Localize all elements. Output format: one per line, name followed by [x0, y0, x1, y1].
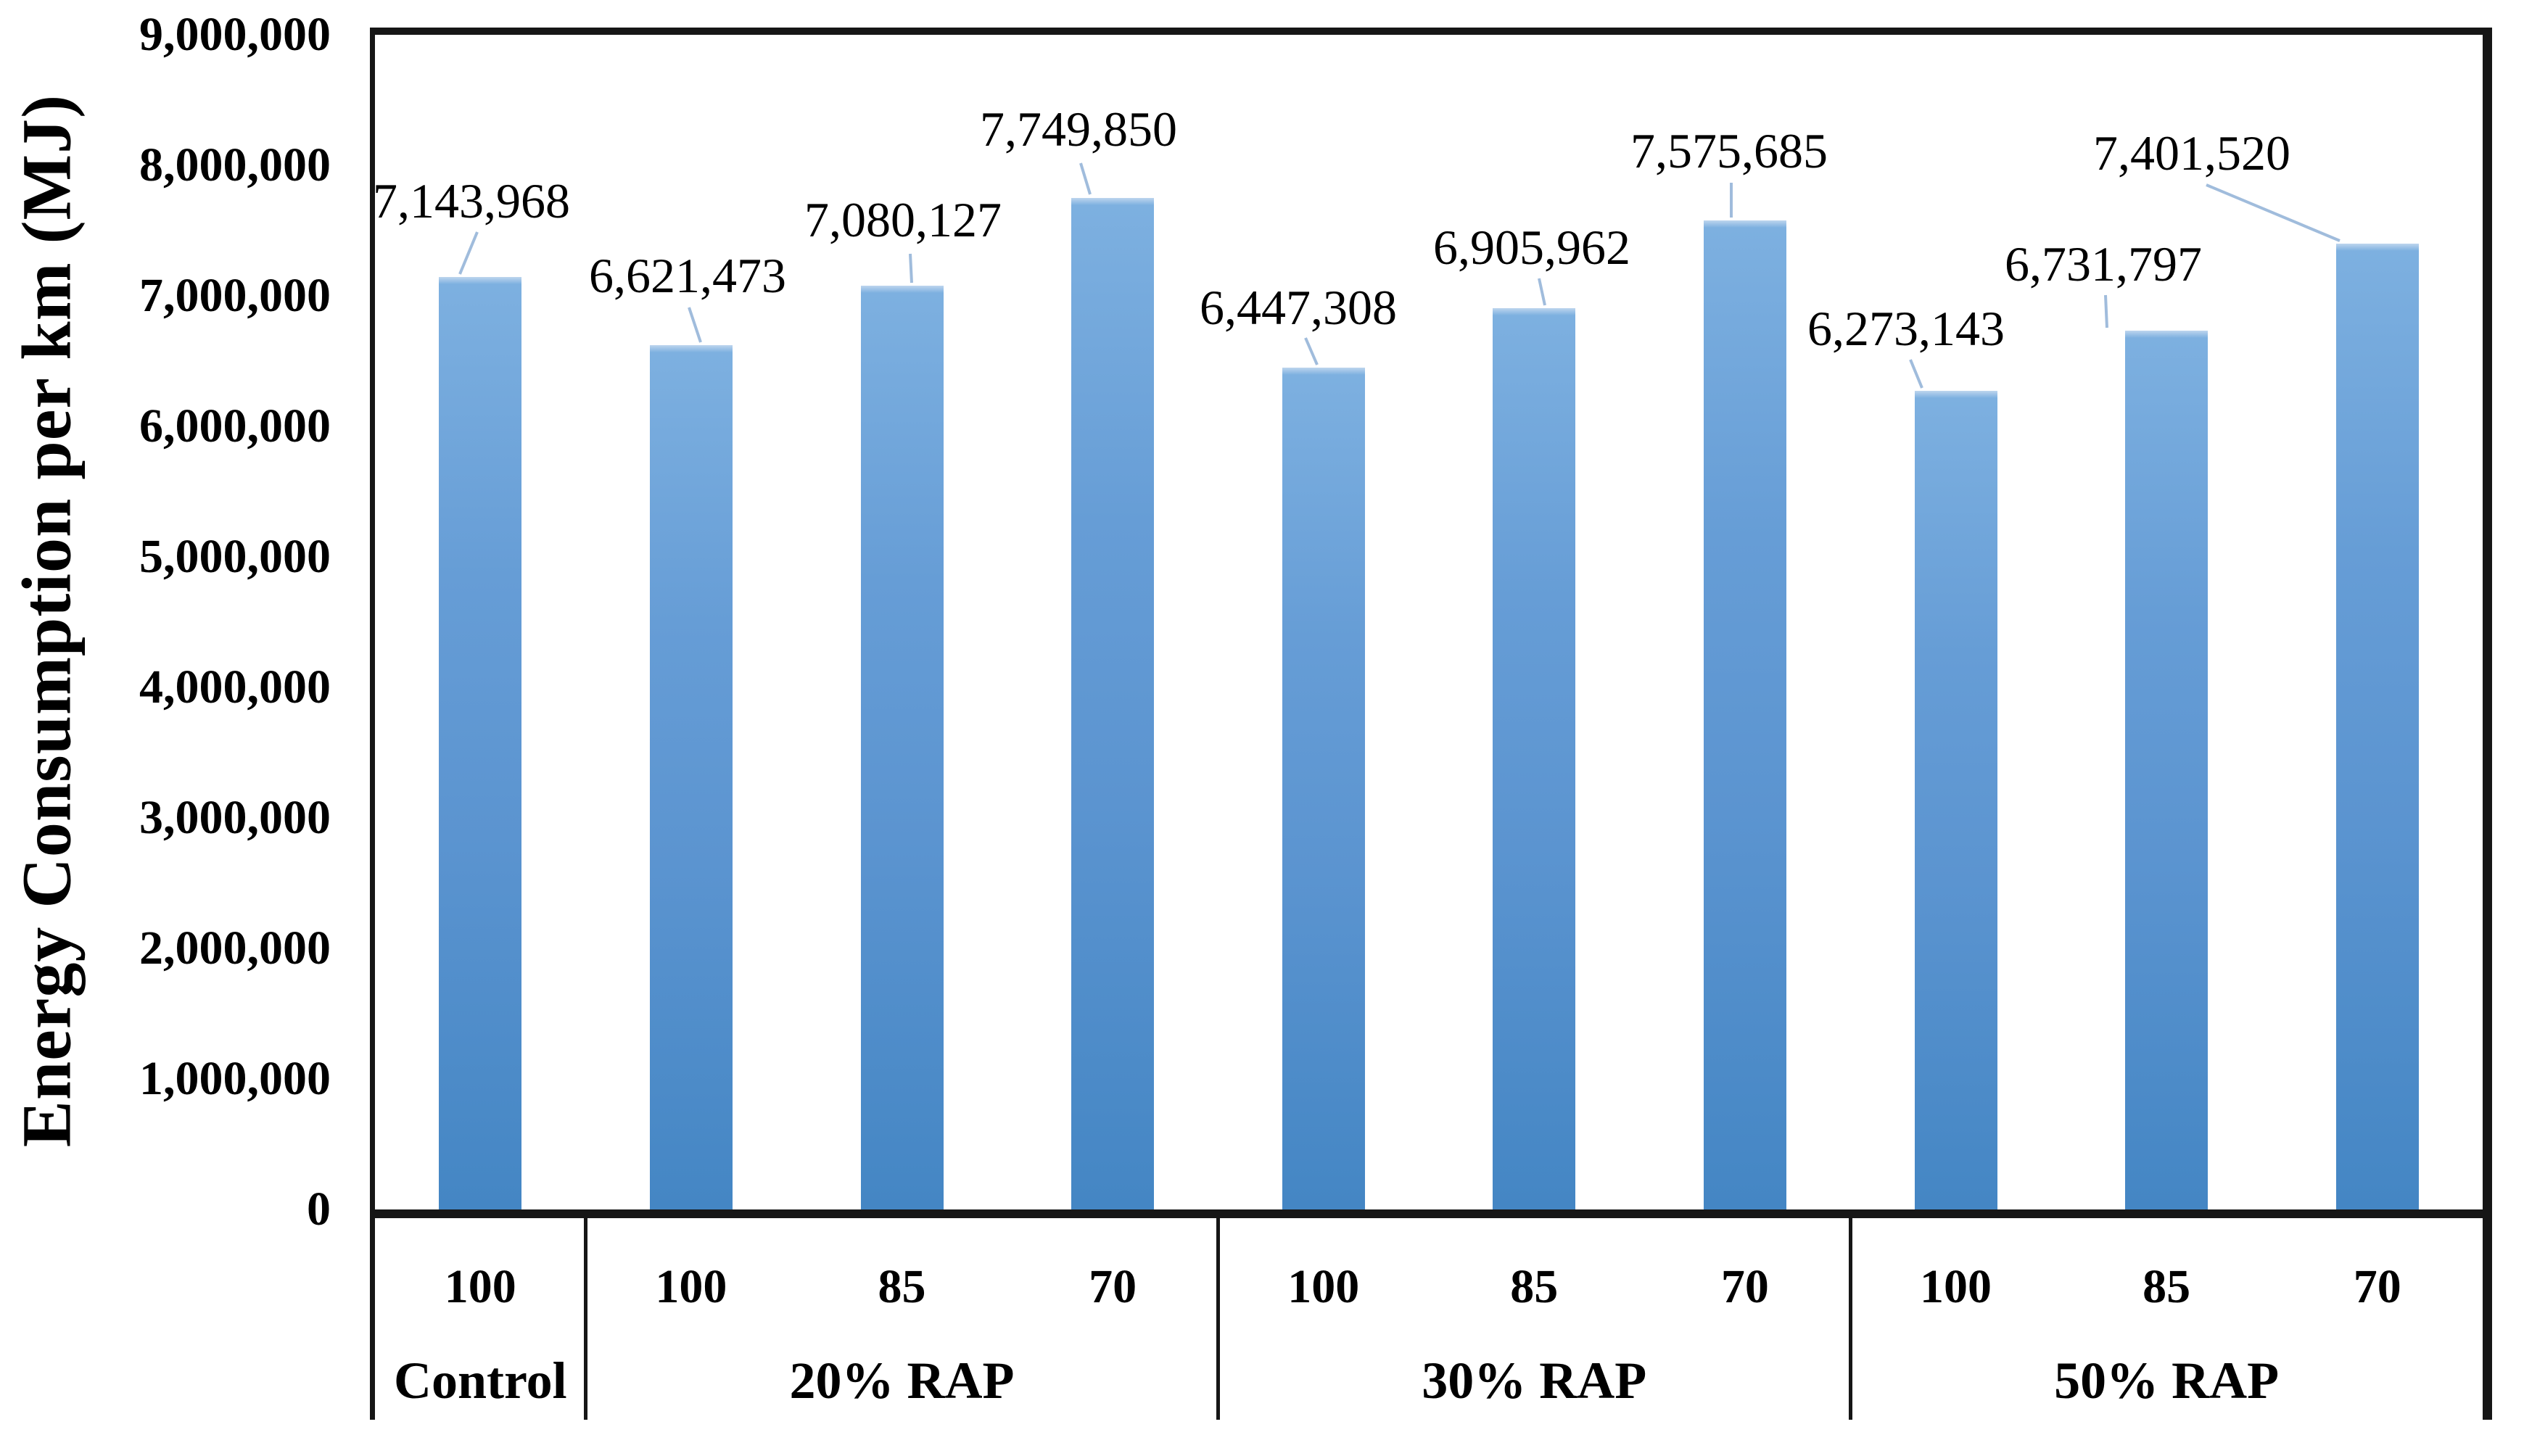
category-divider-line — [584, 1218, 588, 1420]
category-tick-label: 85 — [878, 1260, 926, 1313]
bar — [439, 277, 522, 1209]
category-divider-line — [370, 1218, 375, 1420]
category-tick-label: 100 — [1920, 1260, 1992, 1313]
category-divider-line — [2483, 1218, 2492, 1420]
category-divider-line — [1848, 1218, 1852, 1420]
y-tick-label: 7,000,000 — [139, 269, 331, 322]
bar-value-label: 6,905,962 — [1433, 220, 1630, 275]
bar — [1282, 368, 1365, 1209]
bar-value-label: 7,749,850 — [980, 102, 1177, 157]
bar — [649, 345, 733, 1209]
y-tick-label: 8,000,000 — [139, 138, 331, 191]
bar-value-label: 7,575,685 — [1630, 123, 1828, 178]
bar-value-label: 7,401,520 — [2093, 125, 2290, 181]
bar-value-label: 7,143,968 — [373, 173, 570, 228]
bar — [2335, 244, 2419, 1209]
bar-value-label: 6,731,797 — [2005, 236, 2202, 291]
category-tick-label: 70 — [1089, 1260, 1137, 1313]
category-tick-label: 100 — [444, 1260, 516, 1313]
category-tick-label: 70 — [2353, 1260, 2401, 1313]
bar — [1071, 198, 1155, 1209]
y-tick-label: 1,000,000 — [139, 1052, 331, 1105]
y-tick-label: 3,000,000 — [139, 791, 331, 844]
bar — [860, 286, 944, 1209]
category-tick-label: 70 — [1720, 1260, 1769, 1313]
bar — [1493, 308, 1576, 1209]
bar-value-label: 6,273,143 — [1807, 301, 2005, 356]
y-tick-label: 9,000,000 — [139, 8, 331, 61]
y-tick-label: 2,000,000 — [139, 922, 331, 975]
category-divider-line — [1216, 1218, 1220, 1420]
category-group-label: Control — [393, 1352, 567, 1410]
y-tick-label: 5,000,000 — [139, 530, 331, 583]
y-tick-label: 4,000,000 — [139, 661, 331, 713]
bar-value-label: 6,621,473 — [589, 248, 786, 303]
plot-area — [370, 28, 2492, 1218]
category-tick-label: 85 — [1510, 1260, 1559, 1313]
category-tick-label: 100 — [655, 1260, 727, 1313]
category-group-label: 30% RAP — [1422, 1352, 1647, 1410]
bar — [1703, 220, 1786, 1209]
y-tick-label: 0 — [307, 1183, 331, 1236]
bar-value-label: 7,080,127 — [804, 192, 1002, 247]
category-group-label: 50% RAP — [2054, 1352, 2280, 1410]
bars-layer — [375, 35, 2483, 1209]
bar — [1914, 391, 1997, 1209]
bar — [2125, 331, 2208, 1209]
category-tick-label: 100 — [1287, 1260, 1360, 1313]
y-tick-label: 6,000,000 — [139, 400, 331, 452]
category-group-label: 20% RAP — [789, 1352, 1015, 1410]
bar-value-label: 6,447,308 — [1200, 280, 1397, 335]
y-axis-title: Energy Consumption per km (MJ) — [7, 94, 86, 1148]
category-tick-label: 85 — [2142, 1260, 2191, 1313]
